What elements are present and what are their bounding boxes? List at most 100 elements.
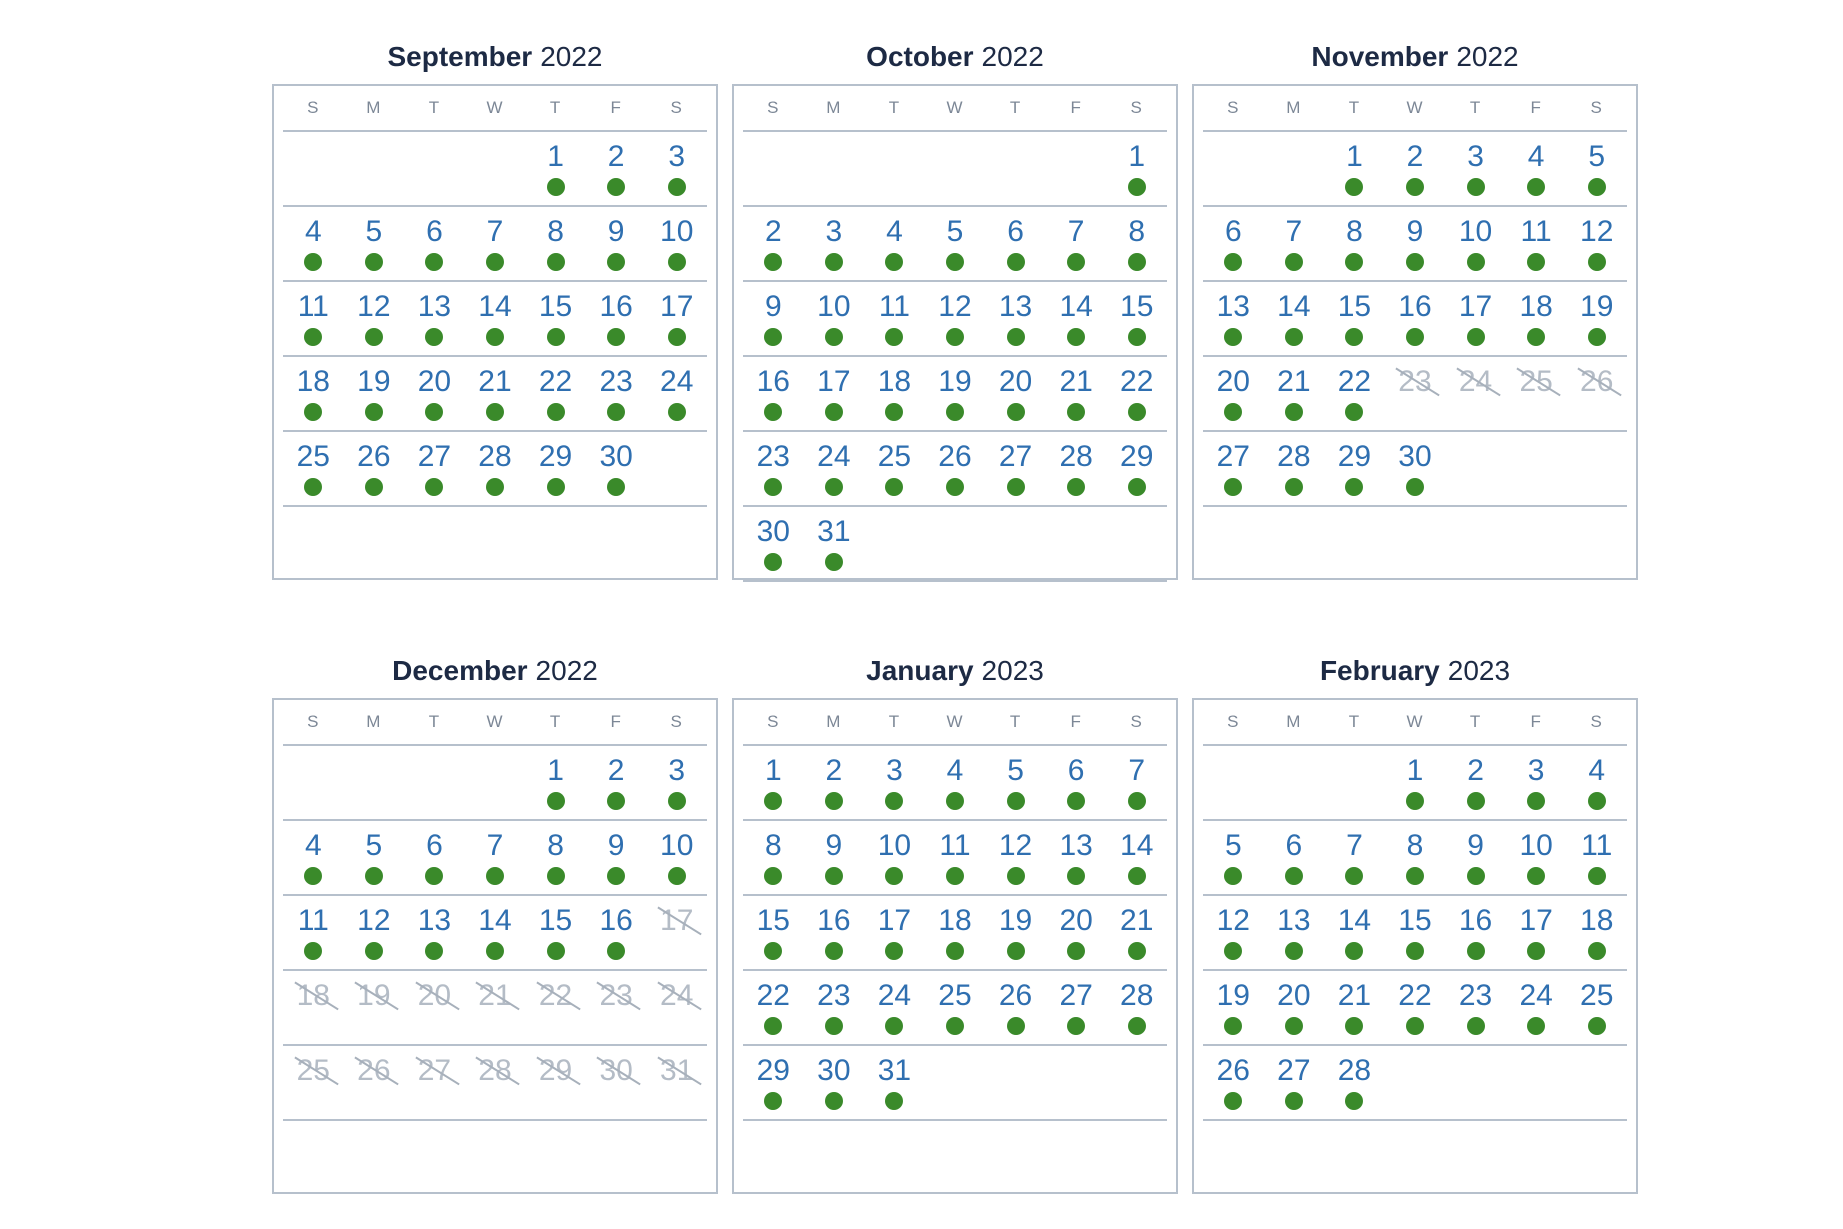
day-cell-available[interactable]: 12 [344,282,405,355]
day-cell-available[interactable]: 25 [864,432,925,505]
day-cell-available[interactable]: 1 [1385,746,1446,819]
day-cell-available[interactable]: 29 [1324,432,1385,505]
day-cell-available[interactable]: 7 [465,821,526,894]
day-cell-available[interactable]: 14 [1324,896,1385,969]
day-cell-available[interactable]: 4 [1566,746,1627,819]
day-cell-available[interactable]: 27 [404,432,465,505]
day-cell-available[interactable]: 8 [1106,207,1167,280]
day-cell-available[interactable]: 9 [804,821,865,894]
day-cell-available[interactable]: 20 [1264,971,1325,1044]
day-cell-available[interactable]: 27 [1046,971,1107,1044]
day-cell-available[interactable]: 8 [525,821,586,894]
day-cell-available[interactable]: 10 [646,207,707,280]
day-cell-available[interactable]: 9 [1385,207,1446,280]
day-cell-available[interactable]: 4 [864,207,925,280]
day-cell-available[interactable]: 26 [925,432,986,505]
day-cell-available[interactable]: 1 [1106,132,1167,205]
day-cell-available[interactable]: 14 [1264,282,1325,355]
day-cell-available[interactable]: 10 [646,821,707,894]
day-cell-available[interactable]: 19 [985,896,1046,969]
day-cell-available[interactable]: 10 [1506,821,1567,894]
day-cell-available[interactable]: 31 [804,507,865,580]
day-cell-available[interactable]: 14 [1046,282,1107,355]
day-cell-available[interactable]: 16 [804,896,865,969]
day-cell-available[interactable]: 2 [804,746,865,819]
day-cell-available[interactable]: 15 [743,896,804,969]
day-cell-available[interactable]: 7 [1106,746,1167,819]
day-cell-available[interactable]: 7 [465,207,526,280]
day-cell-available[interactable]: 27 [1203,432,1264,505]
day-cell-available[interactable]: 6 [404,821,465,894]
day-cell-available[interactable]: 25 [1566,971,1627,1044]
day-cell-available[interactable]: 3 [864,746,925,819]
day-cell-available[interactable]: 29 [743,1046,804,1119]
day-cell-available[interactable]: 26 [344,432,405,505]
day-cell-available[interactable]: 17 [1506,896,1567,969]
day-cell-available[interactable]: 11 [925,821,986,894]
day-cell-available[interactable]: 23 [1445,971,1506,1044]
day-cell-available[interactable]: 17 [804,357,865,430]
day-cell-available[interactable]: 19 [1566,282,1627,355]
day-cell-available[interactable]: 13 [1264,896,1325,969]
day-cell-available[interactable]: 7 [1324,821,1385,894]
day-cell-available[interactable]: 18 [864,357,925,430]
day-cell-available[interactable]: 3 [646,132,707,205]
day-cell-available[interactable]: 11 [1506,207,1567,280]
day-cell-available[interactable]: 7 [1264,207,1325,280]
day-cell-available[interactable]: 21 [1046,357,1107,430]
day-cell-available[interactable]: 17 [864,896,925,969]
day-cell-available[interactable]: 15 [525,282,586,355]
day-cell-available[interactable]: 8 [525,207,586,280]
day-cell-available[interactable]: 2 [586,746,647,819]
day-cell-available[interactable]: 25 [283,432,344,505]
day-cell-available[interactable]: 22 [1324,357,1385,430]
day-cell-available[interactable]: 5 [1203,821,1264,894]
day-cell-available[interactable]: 13 [985,282,1046,355]
day-cell-available[interactable]: 20 [1203,357,1264,430]
day-cell-available[interactable]: 22 [743,971,804,1044]
day-cell-available[interactable]: 16 [586,282,647,355]
day-cell-available[interactable]: 21 [465,357,526,430]
day-cell-available[interactable]: 8 [1385,821,1446,894]
day-cell-available[interactable]: 5 [344,821,405,894]
day-cell-available[interactable]: 12 [985,821,1046,894]
day-cell-available[interactable]: 21 [1324,971,1385,1044]
day-cell-available[interactable]: 29 [1106,432,1167,505]
day-cell-available[interactable]: 16 [743,357,804,430]
day-cell-available[interactable]: 24 [646,357,707,430]
day-cell-available[interactable]: 3 [1506,746,1567,819]
day-cell-available[interactable]: 5 [344,207,405,280]
day-cell-available[interactable]: 26 [1203,1046,1264,1119]
day-cell-available[interactable]: 25 [925,971,986,1044]
day-cell-available[interactable]: 4 [1506,132,1567,205]
day-cell-available[interactable]: 23 [743,432,804,505]
day-cell-available[interactable]: 5 [1566,132,1627,205]
day-cell-available[interactable]: 6 [1046,746,1107,819]
day-cell-available[interactable]: 29 [525,432,586,505]
day-cell-available[interactable]: 8 [1324,207,1385,280]
day-cell-available[interactable]: 19 [925,357,986,430]
day-cell-available[interactable]: 28 [1324,1046,1385,1119]
day-cell-available[interactable]: 12 [1566,207,1627,280]
day-cell-available[interactable]: 5 [925,207,986,280]
day-cell-available[interactable]: 14 [1106,821,1167,894]
day-cell-available[interactable]: 31 [864,1046,925,1119]
day-cell-available[interactable]: 13 [404,896,465,969]
day-cell-available[interactable]: 28 [1106,971,1167,1044]
day-cell-available[interactable]: 26 [985,971,1046,1044]
day-cell-available[interactable]: 10 [804,282,865,355]
day-cell-available[interactable]: 11 [1566,821,1627,894]
day-cell-available[interactable]: 9 [586,821,647,894]
day-cell-available[interactable]: 15 [525,896,586,969]
day-cell-available[interactable]: 30 [743,507,804,580]
day-cell-available[interactable]: 4 [283,207,344,280]
day-cell-available[interactable]: 10 [1445,207,1506,280]
day-cell-available[interactable]: 1 [1324,132,1385,205]
day-cell-available[interactable]: 2 [743,207,804,280]
day-cell-available[interactable]: 19 [344,357,405,430]
day-cell-available[interactable]: 7 [1046,207,1107,280]
day-cell-available[interactable]: 20 [404,357,465,430]
day-cell-available[interactable]: 16 [1385,282,1446,355]
day-cell-available[interactable]: 5 [985,746,1046,819]
day-cell-available[interactable]: 4 [283,821,344,894]
